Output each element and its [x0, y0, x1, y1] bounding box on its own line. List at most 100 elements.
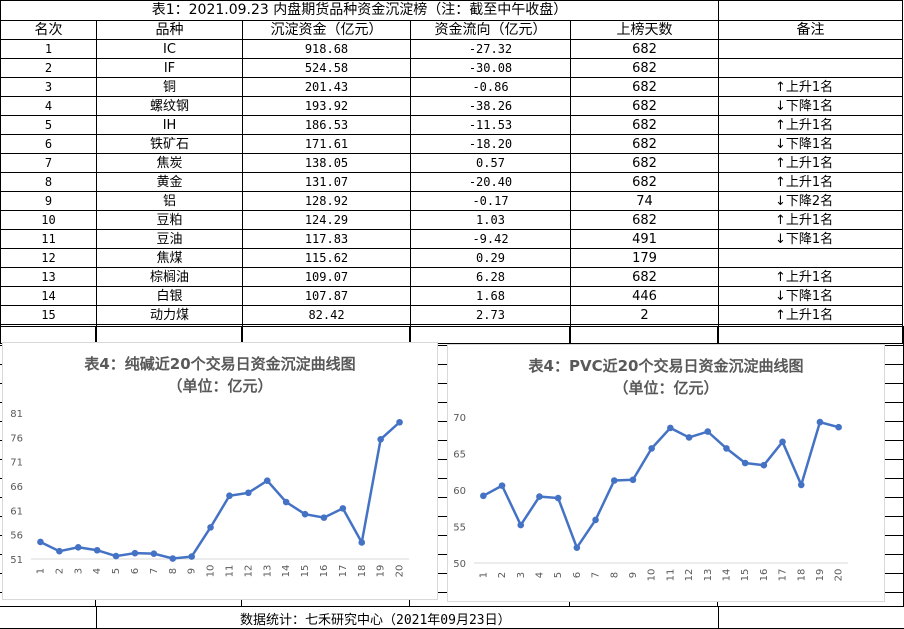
- data-point: [112, 552, 120, 560]
- cell-flow: -18.20: [410, 134, 571, 154]
- cell-capital: 186.53: [242, 115, 411, 135]
- x-tick-label: 9: [187, 568, 198, 574]
- cell-name: 白银: [96, 286, 243, 306]
- table-row: 5 IH 186.53 -11.53 682 ↑上升1名: [0, 115, 903, 135]
- data-point: [835, 423, 842, 431]
- cell-days: 682: [570, 267, 719, 287]
- x-tick-label: 3: [73, 568, 84, 574]
- data-point: [517, 521, 525, 529]
- x-tick-label: 20: [834, 569, 845, 582]
- table-row: 3 铜 201.43 -0.86 682 ↑上升1名: [0, 77, 903, 97]
- cell-capital: 109.07: [242, 267, 411, 287]
- y-tick-label: 71: [10, 458, 23, 469]
- cell-capital: 138.05: [242, 153, 411, 173]
- cell-rank: 7: [0, 153, 97, 173]
- y-tick-label: 61: [10, 506, 23, 517]
- data-point: [629, 476, 637, 484]
- table-row: 12 焦煤 115.62 0.29 179: [0, 248, 903, 268]
- data-point: [150, 550, 158, 557]
- cell-flow: 0.29: [410, 248, 571, 268]
- x-tick-label: 7: [591, 572, 602, 578]
- cell-flow: -30.08: [410, 58, 571, 78]
- cell-name: 螺纹钢: [96, 96, 243, 116]
- cell-rank: 2: [0, 58, 97, 78]
- cell-note: ↑上升1名: [718, 153, 903, 173]
- cell-days: 682: [570, 134, 719, 154]
- y-tick-label: 51: [10, 555, 23, 566]
- cell-name: IF: [96, 58, 243, 78]
- data-point: [573, 544, 581, 551]
- footer: 数据统计：七禾研究中心（2021年09月23日）: [0, 606, 904, 629]
- data-point: [760, 461, 768, 469]
- data-point: [282, 498, 290, 506]
- table-row: 2 IF 524.58 -30.08 682: [0, 58, 903, 78]
- cell-note: [718, 248, 903, 268]
- x-tick-label: 14: [721, 569, 732, 582]
- data-point: [498, 482, 506, 489]
- x-tick-label: 15: [740, 569, 751, 582]
- table-row: 4 螺纹钢 193.92 -38.26 682 ↓下降1名: [0, 96, 903, 116]
- y-tick-label: 70: [453, 413, 466, 424]
- x-tick-label: 8: [609, 572, 620, 578]
- data-point: [37, 538, 44, 546]
- data-point: [741, 459, 749, 467]
- data-point: [245, 489, 252, 497]
- x-tick-label: 6: [130, 568, 141, 574]
- x-tick-label: 19: [815, 569, 826, 582]
- x-tick-label: 18: [796, 569, 807, 582]
- data-point: [816, 418, 824, 426]
- cell-flow: -0.17: [410, 191, 571, 211]
- x-tick-label: 10: [206, 565, 217, 578]
- cell-note: [718, 39, 903, 59]
- data-point: [610, 477, 618, 484]
- x-tick-label: 11: [665, 569, 676, 582]
- data-point: [396, 418, 403, 426]
- column-header: 沉淀资金（亿元）: [242, 20, 411, 40]
- cell-days: 682: [570, 58, 719, 78]
- cell-flow: 2.73: [410, 305, 571, 325]
- cell-note: ↑上升1名: [718, 210, 903, 230]
- x-tick-label: 4: [92, 568, 103, 574]
- cell-rank: 15: [0, 305, 97, 325]
- data-point: [554, 494, 562, 502]
- x-tick-label: 7: [149, 568, 160, 574]
- rank-table: 表1：2021.09.23 内盘期货品种资金沉淀榜（注：截至中午收盘） 名次 品种…: [0, 0, 903, 344]
- chart-title: 表4：纯碱近20个交易日资金沉淀曲线图: [84, 355, 355, 373]
- x-tick-label: 1: [35, 568, 46, 574]
- data-point: [169, 555, 177, 562]
- y-tick-label: 56: [10, 531, 23, 542]
- cell-capital: 128.92: [242, 191, 411, 211]
- cell-name: 铜: [96, 77, 243, 97]
- data-point: [648, 445, 655, 452]
- cell-name: 黄金: [96, 172, 243, 192]
- table-row: 14 白银 107.87 1.68 446 ↓下降1名: [0, 286, 903, 306]
- data-point: [779, 438, 786, 446]
- cell-capital: 171.61: [242, 134, 411, 154]
- table-row: 8 黄金 131.07 -20.40 682 ↑上升1名: [0, 172, 903, 192]
- cell-capital: 524.58: [242, 58, 411, 78]
- chart-subtitle: （单位：亿元）: [613, 379, 718, 397]
- y-tick-label: 65: [453, 450, 466, 461]
- column-header: 备注: [718, 20, 903, 40]
- x-tick-label: 17: [338, 565, 349, 578]
- data-point: [188, 553, 195, 560]
- cell-rank: 5: [0, 115, 97, 135]
- y-tick-label: 55: [453, 523, 466, 534]
- data-point: [74, 544, 82, 551]
- cell-flow: -38.26: [410, 96, 571, 116]
- x-tick-label: 9: [628, 572, 639, 578]
- cell-days: 682: [570, 77, 719, 97]
- data-point: [339, 505, 347, 512]
- cell-note: ↓下降1名: [718, 286, 903, 306]
- cell-rank: 13: [0, 267, 97, 287]
- cell-days: 682: [570, 115, 719, 135]
- cell-name: IH: [96, 115, 243, 135]
- cell-days: 682: [570, 172, 719, 192]
- cell-capital: 82.42: [242, 305, 411, 325]
- x-tick-label: 3: [516, 572, 527, 578]
- data-point: [226, 492, 233, 500]
- x-tick-label: 2: [497, 572, 508, 578]
- cell-flow: -9.42: [410, 229, 571, 249]
- table-row: 1 IC 918.68 -27.32 682: [0, 39, 903, 59]
- cell-name: IC: [96, 39, 243, 59]
